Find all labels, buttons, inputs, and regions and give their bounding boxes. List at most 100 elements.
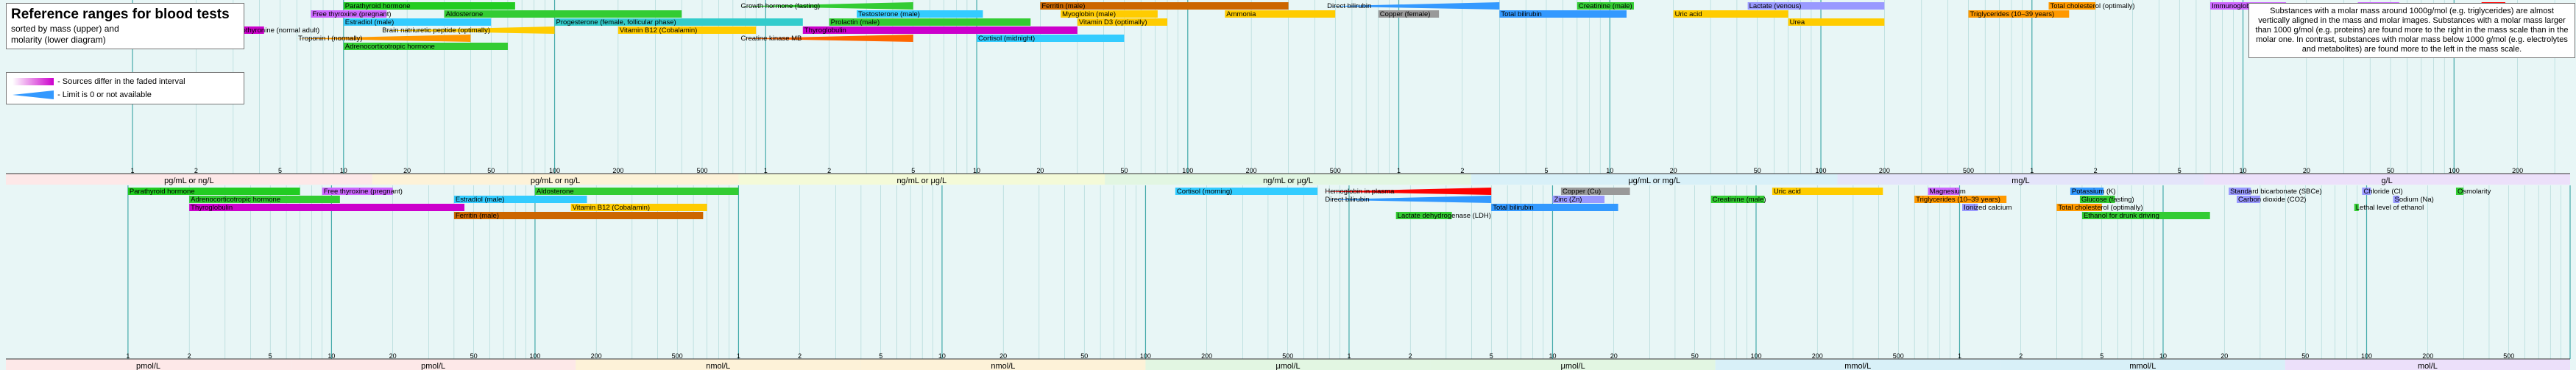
unit-label: g/L <box>2381 177 2392 185</box>
range-bar: Ferritin (male) <box>453 212 704 220</box>
limit-wedge-icon <box>13 90 54 100</box>
range-label: Lactate dehydrogenase (LDH) <box>1398 212 1491 220</box>
range-bar: Immunoglobulin G <box>2210 2 2287 10</box>
range-bar: Estradiol (male) <box>453 196 587 204</box>
unit-label: mmol/L <box>2129 362 2156 370</box>
range-rect <box>829 18 1031 26</box>
unit-label: pmol/L <box>421 362 445 370</box>
range-rect <box>1077 18 1168 26</box>
tick-label: 5 <box>2100 352 2103 360</box>
unit-label: pmol/L <box>136 362 160 370</box>
unit-label: μmol/L <box>1560 362 1585 370</box>
range-label: Creatinine (male) <box>1579 2 1632 10</box>
range-bar: Creatinine (male) <box>1577 2 1634 10</box>
range-label: Uric acid <box>1774 188 1801 196</box>
tick-label: 5 <box>2178 167 2182 174</box>
range-rect <box>1914 196 2007 203</box>
range-rect <box>189 204 465 211</box>
range-label: Sodium (Na) <box>2395 196 2434 204</box>
tick-label: 1 <box>737 352 740 360</box>
unit-label: ng/mL or μg/L <box>1263 177 1313 185</box>
range-rect <box>453 196 587 203</box>
range-label: Total bilirubin <box>1501 10 1541 18</box>
range-bar: Direct bilirubin <box>1326 2 1500 10</box>
range-rect <box>1378 10 1440 18</box>
axis-segment <box>372 174 739 185</box>
axis-segment <box>738 174 1105 185</box>
range-label: Free thyroxine (pregnant) <box>324 188 403 196</box>
range-bar: Sodium (Na) <box>2393 196 2434 204</box>
range-rect <box>343 2 515 10</box>
range-bar: Myoglobin (male) <box>1061 10 1158 18</box>
range-label: Creatine kinase MB <box>740 35 802 43</box>
tick-label: 200 <box>2512 167 2523 174</box>
tick-label: 10 <box>973 167 980 174</box>
tick-label: 5 <box>278 167 282 174</box>
range-label: Uric acid <box>1675 10 1702 18</box>
range-label: Ferritin (male) <box>456 212 499 220</box>
range-label: Total cholesterol (optimally) <box>2050 2 2134 10</box>
tick-label: 20 <box>1670 167 1677 174</box>
range-bar: Free thyroxine (pregnant) <box>322 188 403 196</box>
range-bar: Thyroglobulin <box>802 26 1078 35</box>
range-label: Triglycerides (10–39 years) <box>1916 196 2000 204</box>
range-rect <box>554 18 803 26</box>
range-wedge <box>297 35 471 42</box>
range-bars: Growth hormone (fasting) Testosterone (ma… <box>127 2 2542 220</box>
tick-label: 1 <box>131 167 135 174</box>
range-bar: Osmolarity <box>2455 188 2491 196</box>
range-rect <box>453 212 704 219</box>
tick-label: 20 <box>1610 352 1618 360</box>
tick-label: 100 <box>2361 352 2372 360</box>
range-label: Lactate (venous) <box>1749 2 1802 10</box>
range-label: Vitamin B12 (Cobalamin) <box>573 204 650 212</box>
tick-label: 50 <box>2387 167 2394 174</box>
range-bar: Ferritin (male) <box>1040 2 1289 10</box>
tick-label: 100 <box>1750 352 1761 360</box>
tick-label: 200 <box>1246 167 1257 174</box>
tick-label: 5 <box>1544 167 1548 174</box>
tick-label: 100 <box>1140 352 1151 360</box>
range-label: Troponin I (normally) <box>298 35 362 43</box>
range-label: Creatinine (male) <box>1713 196 1766 204</box>
tick-label: 500 <box>672 352 683 360</box>
legend-limit: - Limit is 0 or not available <box>11 88 239 102</box>
range-label: Adrenocorticotropic hormone <box>345 43 435 51</box>
range-bar: Vitamin D3 (optimally) <box>1077 18 1168 26</box>
tick-label: 1 <box>126 352 130 360</box>
range-rect <box>2229 188 2251 195</box>
range-label: Glucose (fasting) <box>2081 196 2134 204</box>
range-bar: Chloride (Cl) <box>2362 188 2403 196</box>
range-rect <box>2455 188 2464 195</box>
tick-label: 200 <box>1812 352 1823 360</box>
range-bar: Uric acid <box>1673 10 1788 18</box>
axis-segment <box>2285 359 2570 370</box>
tick-label: 5 <box>269 352 272 360</box>
tick-label: 20 <box>2303 167 2310 174</box>
range-label: Urea <box>1790 18 1805 26</box>
range-label: Ammonia <box>1226 10 1256 18</box>
range-bar: Parathyroid hormone <box>343 2 515 10</box>
axis-segment <box>291 359 576 370</box>
chart-title: Reference ranges for blood tests <box>11 7 230 22</box>
range-label: Thyroglobulin <box>191 204 233 212</box>
range-label: Testosterone (male) <box>858 10 920 18</box>
range-label: Lethal level of ethanol <box>2356 204 2424 212</box>
tick-label: 50 <box>1691 352 1699 360</box>
range-label: Growth hormone (fasting) <box>740 2 820 10</box>
range-bar: Cortisol (morning) <box>1175 188 1318 196</box>
range-wedge <box>739 2 913 10</box>
tick-label: 200 <box>2422 352 2433 360</box>
chart-title-box: Reference ranges for blood tests sorted … <box>6 3 244 49</box>
range-label: Hemoglobin in plasma <box>1325 188 1395 196</box>
tick-label: 5 <box>911 167 915 174</box>
axis-segment <box>860 359 1146 370</box>
tick-label: 10 <box>2159 352 2167 360</box>
range-label: Parathyroid hormone <box>345 2 411 10</box>
range-rect <box>802 26 1078 34</box>
tick-label: 20 <box>389 352 397 360</box>
range-bar: Lactate (venous) <box>1747 2 1885 10</box>
tick-label: 1 <box>1397 167 1401 174</box>
tick-label: 500 <box>1963 167 1974 174</box>
